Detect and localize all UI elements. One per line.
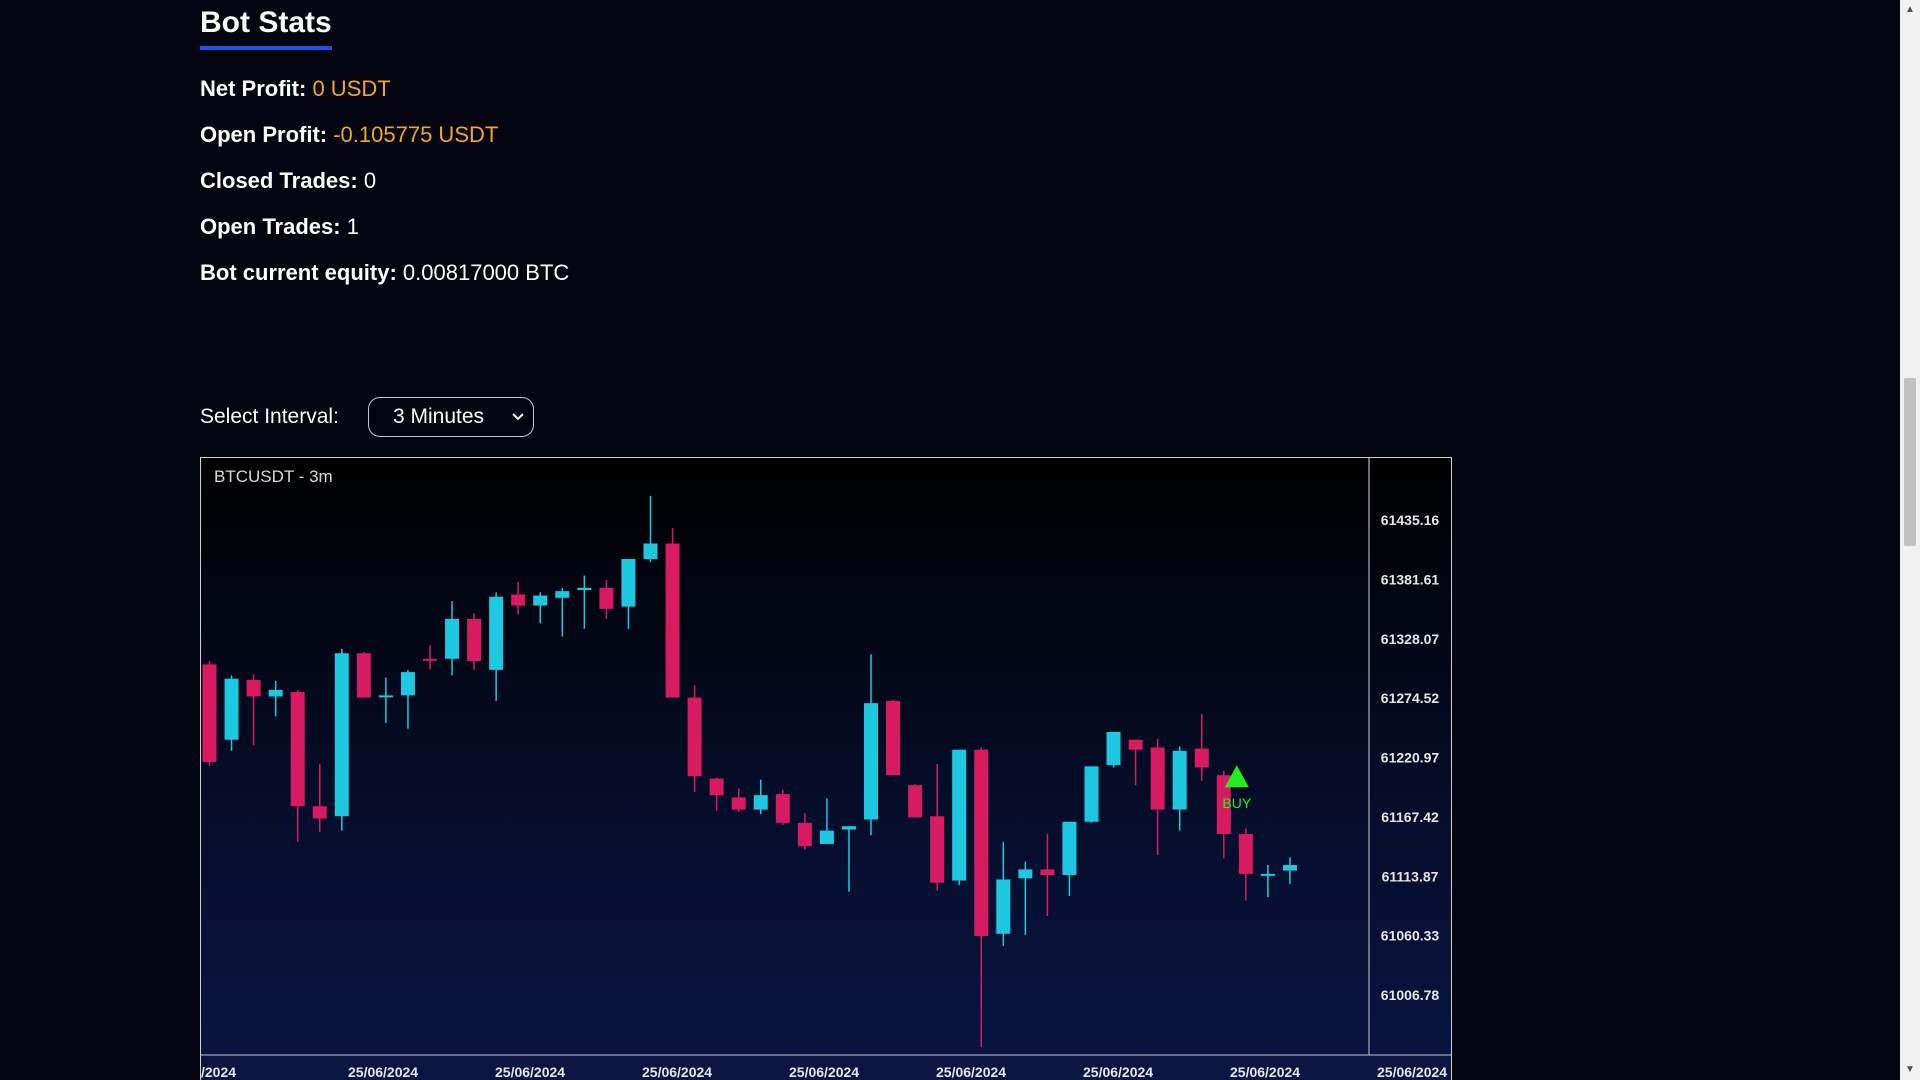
candle-body [775,794,790,823]
time-tick-label: /2024 [201,1064,236,1080]
price-tick-label: 61006.78 [1381,987,1440,1003]
candle-body [841,826,856,830]
price-chart[interactable]: BUY 61435.16 61381.61 61328.07 61274.52 61220… [200,457,1452,1080]
candlestick-chart-svg: BUY 61435.16 61381.61 61328.07 61274.52 61220… [201,458,1451,1080]
candle-body [445,618,460,659]
candle-body [467,618,482,661]
candle-body [334,653,349,817]
scroll-down-icon[interactable]: ▼ [1905,1064,1915,1075]
open-profit-label: Open Profit: [200,122,328,147]
candle-body [797,822,812,847]
candle-body [246,679,261,697]
time-tick-label: 25/06/2024 [1083,1064,1153,1080]
candle-body [1238,833,1253,874]
candle-body [996,879,1011,934]
net-profit-label: Net Profit: [200,76,307,101]
candle-body [555,591,570,598]
candle-body [687,697,702,777]
buy-marker-label: BUY [1222,795,1251,811]
price-tick-label: 61274.52 [1381,690,1440,706]
candle-body [731,797,746,810]
candle-body [864,703,878,820]
chart-title: BTCUSDT - 3m [214,467,333,486]
candle-body [533,595,548,606]
candle-body [489,596,504,670]
closed-trades-row: Closed Trades: 0 [200,167,376,195]
candle-body [290,692,305,807]
equity-row: Bot current equity: 0.00817000 BTC [200,259,569,287]
candle-body [599,587,614,609]
candle-body [1018,869,1033,879]
candle-body [974,749,989,936]
interval-selected-value: 3 Minutes [393,405,485,428]
time-tick-label: 25/06/2024 [642,1064,712,1080]
candle-body [621,558,636,607]
candle-body [709,778,724,796]
time-tick-label: 25/06/2024 [1230,1064,1300,1080]
candle-body [423,658,437,661]
candle-body [930,816,945,883]
time-tick-label: 25/06/2024 [936,1064,1006,1080]
price-tick-label: 61167.42 [1381,809,1439,825]
candle-body [952,749,967,881]
candle-body [1260,873,1275,876]
candle-body [1106,731,1121,766]
candle-body [1150,747,1165,810]
chevron-down-icon [511,399,525,448]
page-scrollbar[interactable]: ▲ ▼ [1900,0,1920,1080]
candle-body [378,695,393,698]
candle-body [1084,766,1099,822]
price-tick-label: 61060.33 [1381,928,1440,944]
candle-body [886,700,901,776]
candle-body [1062,821,1077,876]
net-profit-value: 0 USDT [312,76,391,101]
candle-body [577,587,592,591]
candle-body [400,672,415,696]
open-trades-row: Open Trades: 1 [200,213,359,241]
candle-body [1216,775,1231,834]
price-tick-label: 61328.07 [1381,631,1440,647]
candle-body [1282,865,1297,871]
candle-body [356,653,371,698]
candle-body [908,785,923,818]
time-tick-label: 25/06/2024 [348,1064,418,1080]
open-trades-value: 1 [346,214,359,239]
open-profit-row: Open Profit: -0.105775 USDT [200,121,498,149]
closed-trades-label: Closed Trades: [200,168,358,193]
price-tick-label: 61435.16 [1381,512,1440,528]
time-tick-label: 25/06/2024 [789,1064,859,1080]
scroll-up-icon[interactable]: ▲ [1905,4,1915,15]
buy-marker-arrow-icon [1224,765,1249,788]
price-tick-label: 61113.87 [1382,868,1439,884]
price-tick-label: 61220.97 [1381,750,1440,766]
candle-body [1172,750,1187,810]
time-tick-label: 25/06/2024 [495,1064,565,1080]
price-tick-label: 61381.61 [1381,571,1440,587]
candle-body [1040,869,1055,876]
open-profit-value: -0.105775 USDT [333,122,499,147]
net-profit-row: Net Profit: 0 USDT [200,75,391,103]
scroll-thumb[interactable] [1904,378,1916,546]
bot-stats-title: Bot Stats [200,4,332,50]
candle-body [665,543,680,698]
candle-body [1128,739,1143,750]
candle-body [202,664,217,762]
closed-trades-value: 0 [363,168,377,193]
open-trades-label: Open Trades: [200,214,341,239]
candle-body [312,806,327,819]
equity-value: 0.00817000 BTC [402,260,570,285]
candle-body [511,594,526,606]
candle-body [819,830,834,844]
candle-body [1194,748,1209,768]
candle-body [753,795,768,810]
time-tick-label: 25/06/2024 [1377,1064,1447,1080]
equity-label: Bot current equity: [200,260,397,285]
interval-label: Select Interval: [200,405,339,428]
candle-body [224,678,239,740]
candle-body [643,543,658,559]
interval-select[interactable]: 3 Minutes [368,397,534,437]
candle-body [268,689,283,697]
